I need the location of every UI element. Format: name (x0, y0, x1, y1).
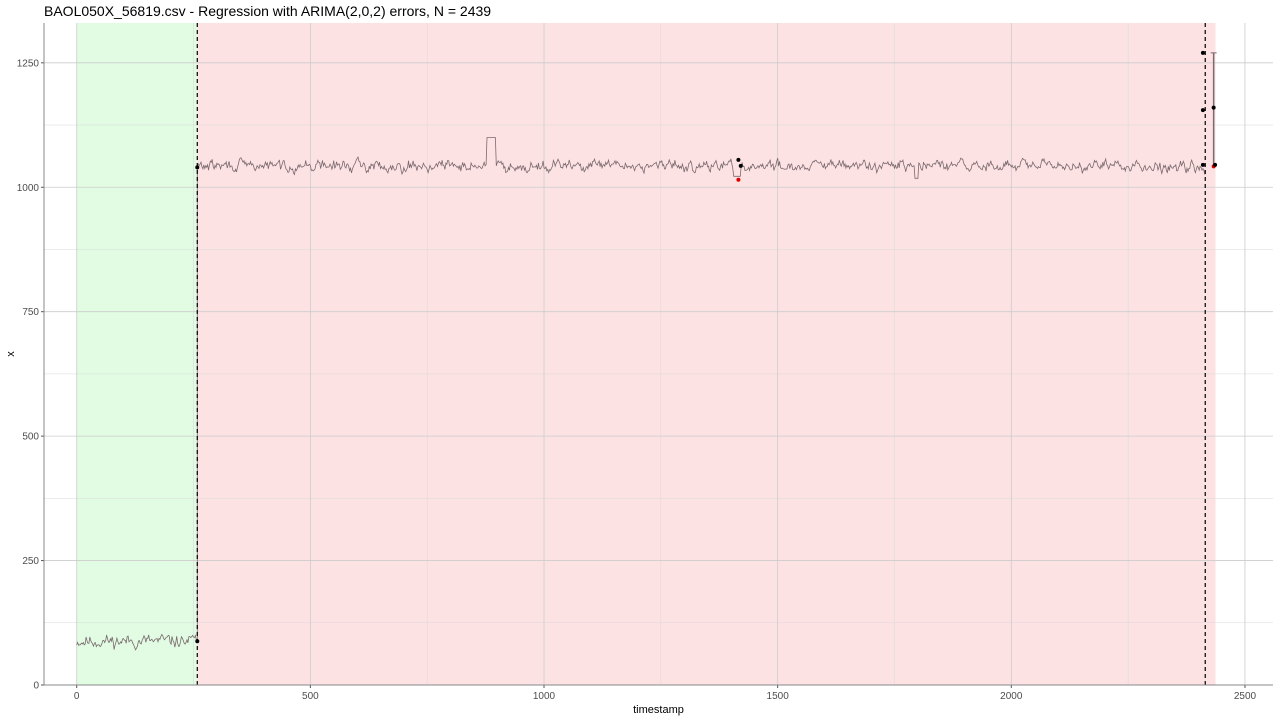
y-tick-label: 0 (33, 681, 39, 692)
region-band-1 (197, 23, 1216, 685)
x-tick-label: 2000 (1000, 691, 1023, 702)
y-tick-label: 250 (22, 556, 39, 567)
y-tick-label: 1250 (17, 58, 40, 69)
data-point-5 (1200, 50, 1205, 55)
data-point-4 (736, 177, 741, 182)
y-tick-label: 500 (22, 432, 39, 443)
data-point-6 (1200, 108, 1205, 113)
x-tick-label: 500 (302, 691, 319, 702)
x-tick-label: 2500 (1234, 691, 1257, 702)
x-tick-label: 0 (74, 691, 80, 702)
data-point-7 (1200, 162, 1205, 167)
data-point-3 (738, 163, 743, 168)
series-line-0 (76, 137, 1206, 651)
data-point-1 (195, 639, 200, 644)
x-tick-label: 1000 (533, 691, 556, 702)
chart-title: BAOL050X_56819.csv - Regression with ARI… (44, 3, 492, 19)
region-band-0 (76, 23, 198, 685)
data-point-0 (195, 165, 200, 170)
x-tick-label: 1500 (767, 691, 790, 702)
y-tick-label: 1000 (17, 183, 40, 194)
data-point-10 (1213, 162, 1218, 167)
y-axis-label: x (5, 351, 17, 357)
data-point-2 (736, 157, 741, 162)
data-point-8 (1211, 105, 1216, 110)
y-tick-label: 750 (22, 307, 39, 318)
x-axis-label: timestamp (633, 704, 684, 716)
